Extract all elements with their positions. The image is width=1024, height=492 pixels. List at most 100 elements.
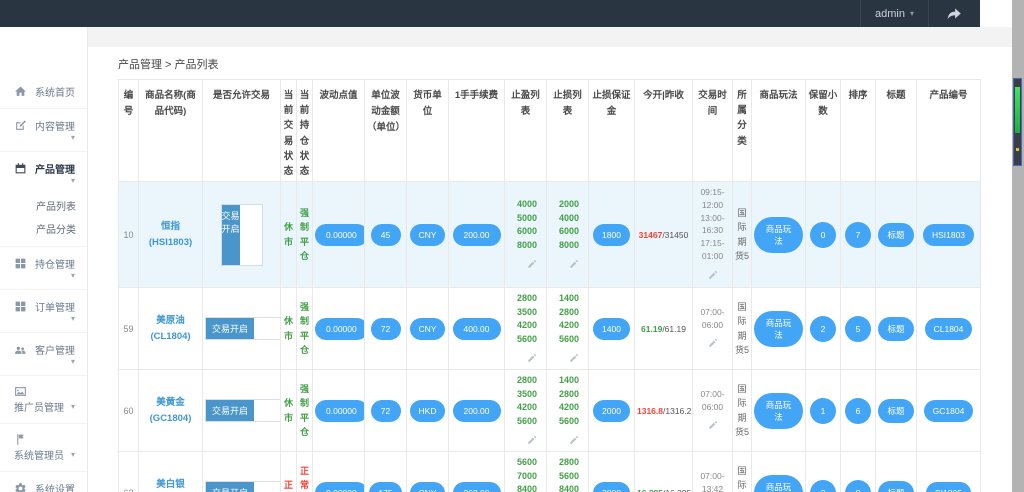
sidebar-item-customer-mgmt[interactable]: 客户管理 ▾ [0,332,87,375]
sidebar-item-system-home[interactable]: 系统首页 [0,75,87,108]
product-name: 美原油 [156,314,185,326]
sidebar-item-position-mgmt[interactable]: 持仓管理 ▾ [0,246,87,289]
admin-menu[interactable]: admin ▾ [860,0,929,27]
stop-margin-pill[interactable]: 1800 [593,223,630,246]
play-button[interactable]: 商品玩法 [754,392,803,429]
unit-amount-pill[interactable]: 72 [370,317,401,340]
point-value-pill[interactable]: 0.00000 [315,399,364,422]
column-header: 货币单位 [406,78,449,183]
unit-amount-pill[interactable]: 45 [370,223,401,246]
edit-pencil-icon[interactable] [695,338,730,352]
trade-toggle-cell: 交易开启 [202,287,281,371]
fee-pill[interactable]: 268.00 [452,481,501,492]
currency-pill[interactable]: CNY [409,223,446,246]
scrollbar-thumb[interactable] [1013,78,1022,166]
take-profit-value: 3500 [516,306,537,317]
trade-enabled-toggle[interactable]: 交易开启 [205,481,280,492]
scrollbar[interactable] [1012,0,1024,492]
sidebar-item-system-admin[interactable]: 系统管理员 ▾ [0,423,87,471]
product-code-pill[interactable]: SI1805 [926,481,971,492]
product-code-pill[interactable]: GC1804 [923,399,974,422]
currency-pill[interactable]: CNY [409,317,446,340]
title-cell: 标题 [875,369,917,453]
stop-margin-pill[interactable]: 2000 [593,399,630,422]
edit-pencil-icon[interactable] [507,435,537,447]
point-value-pill[interactable]: 0.00000 [315,481,364,492]
users-icon [14,343,28,357]
stop-margin-pill[interactable]: 1400 [593,317,630,340]
product-name-link[interactable]: 美白银(SI1805) [141,477,200,492]
currency-pill[interactable]: CNY [409,481,446,492]
trade-status: 休市 [283,398,293,423]
fee-cell: 200.00 [448,369,505,453]
sort-pill[interactable]: 8 [845,479,871,492]
edit-pencil-icon[interactable] [549,435,579,447]
title-button[interactable]: 标题 [878,398,914,423]
point-value-cell: 0.00000 [312,287,365,371]
edit-pencil-icon[interactable] [695,420,730,434]
trade-enabled-toggle[interactable]: 交易开启 [205,317,280,341]
sidebar-item-product-mgmt[interactable]: 产品管理 ▾ [0,151,87,194]
main-content: 产品管理 > 产品列表 编号 商品名称(商品代码) 是否允许交易 当前交易状态 当前持仓… [88,27,1024,492]
play-button[interactable]: 商品玩法 [754,310,803,347]
sort-pill[interactable]: 6 [845,397,871,424]
edit-pencil-icon[interactable] [549,353,579,365]
decimals-pill[interactable]: 3 [810,479,836,492]
trade-enabled-toggle[interactable]: 交易开启 [220,203,263,266]
stop-loss-value: 1400 [558,375,579,386]
trade-time-line: 07:00- [700,470,725,481]
edit-pencil-icon[interactable] [507,259,537,271]
point-value-pill[interactable]: 0.00000 [315,223,364,246]
sidebar-item-content-mgmt[interactable]: 内容管理 ▾ [0,108,87,151]
sidebar-subitem[interactable]: 产品列表 [36,202,76,213]
unit-amount-pill[interactable]: 72 [370,399,401,422]
unit-amount-pill[interactable]: 175 [369,481,402,492]
product-name-link[interactable]: 恒指 (HSI1803) [141,219,200,251]
sort-pill[interactable]: 7 [845,221,871,248]
chevron-down-icon: ▾ [70,314,75,323]
trade-time-line: 09:15- [700,187,725,198]
flag-icon [14,433,28,447]
sidebar-item-promoter-mgmt[interactable]: 推广员管理 ▾ [0,375,87,423]
position-status-cell: 强制平仓 [296,369,313,453]
trade-enabled-toggle[interactable]: 交易开启 [205,399,280,423]
fee-pill[interactable]: 200.00 [452,399,501,422]
decimals-pill[interactable]: 0 [810,221,836,248]
title-button[interactable]: 标题 [878,222,914,247]
decimals-pill[interactable]: 1 [810,397,836,424]
sort-pill[interactable]: 5 [845,315,871,342]
fee-cell: 200.00 [448,181,505,289]
sidebar-item-order-mgmt[interactable]: 订单管理 ▾ [0,289,87,332]
trade-time-line: 12:00 [701,199,724,210]
stop-loss-value: 2800 [558,306,579,317]
edit-pencil-icon[interactable] [549,259,579,271]
product-name-link[interactable]: 美原油 (CL1804) [141,313,200,345]
decimals-pill[interactable]: 2 [810,315,836,342]
product-name-cell: 美白银(SI1805) [138,451,203,492]
sidebar-subitem[interactable]: 产品分类 [36,225,76,236]
stop-loss-value: 8000 [558,239,579,250]
product-code-pill[interactable]: HSI1803 [922,223,975,246]
title-button[interactable]: 标题 [878,316,914,341]
fee-pill[interactable]: 400.00 [452,317,501,340]
stop-margin-cell: 1400 [588,287,635,371]
currency-pill[interactable]: HKD [409,399,446,422]
column-header: 排序 [840,78,876,183]
take-profit-value: 2800 [516,293,537,304]
stop-loss-value: 2800 [558,457,579,468]
stop-margin-cell: 1800 [588,181,635,289]
category-cell: 国际期货5 [732,369,752,453]
stop-margin-pill[interactable]: 2800 [593,481,630,492]
product-name-link[interactable]: 美黄金 (GC1804) [141,395,200,427]
play-button[interactable]: 商品玩法 [754,216,803,253]
title-button[interactable]: 标题 [878,480,914,492]
edit-pencil-icon[interactable] [507,353,537,365]
play-button[interactable]: 商品玩法 [754,474,803,492]
point-value-pill[interactable]: 0.00000 [315,317,364,340]
sidebar-item-system-settings[interactable]: 系统设置▾ [0,471,87,492]
logout-button[interactable] [929,0,980,27]
fee-pill[interactable]: 200.00 [452,223,501,246]
edit-pencil-icon[interactable] [695,270,730,284]
product-code-pill[interactable]: CL1804 [924,317,973,340]
column-header: 保留小数 [805,78,841,183]
